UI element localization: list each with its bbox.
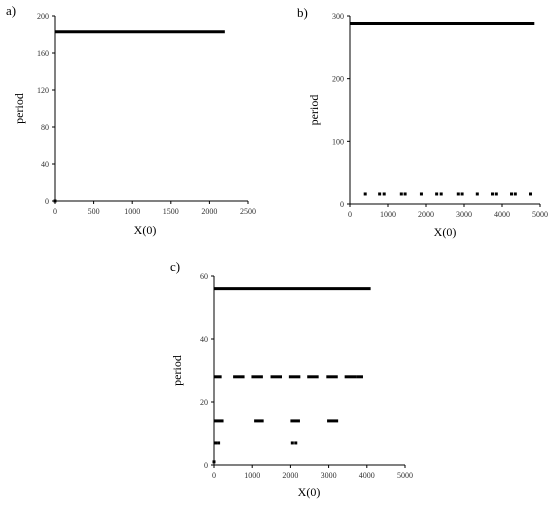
x-axis-title: X(0): [434, 225, 457, 239]
data-point: [439, 192, 443, 196]
x-tick-label: 1000: [380, 210, 396, 219]
data-point: [403, 192, 407, 196]
y-tick-label: 0: [204, 461, 208, 470]
x-tick-label: 3000: [321, 471, 337, 480]
data-point: [53, 199, 57, 203]
chart-panel-2: 0 1000 2000 3000 4000 5000 0 100 200 300 b) X(0) per…: [297, 5, 548, 239]
y-tick-label: 40: [200, 335, 208, 344]
panel-label: c): [170, 259, 180, 274]
x-tick-label: 5000: [397, 471, 413, 480]
x-tick-label: 0: [212, 471, 216, 480]
data-point: [382, 192, 386, 196]
y-axis-title: period: [307, 95, 321, 126]
data-point: [419, 192, 423, 196]
y-tick-label: 20: [200, 398, 208, 407]
data-point: [491, 192, 494, 196]
y-axis-title: period: [12, 93, 26, 124]
y-tick-label: 40: [41, 160, 49, 169]
x-tick-label: 2000: [201, 207, 217, 216]
data-point: [214, 441, 218, 445]
x-tick-label: 2500: [240, 207, 256, 216]
x-tick-label: 1500: [163, 207, 179, 216]
x-tick-label: 4000: [359, 471, 375, 480]
x-tick-label: 1000: [124, 207, 140, 216]
data-point: [513, 192, 517, 196]
panel-label: b): [297, 5, 308, 20]
y-axis-title: period: [170, 355, 184, 386]
x-tick-label: 500: [88, 207, 100, 216]
data-point: [529, 192, 532, 196]
y-tick-label: 200: [332, 75, 344, 84]
chart-panel-1: 0 500 1000 1500 2000 2500 0 40 80 120 160 200 a) X(0)…: [6, 3, 256, 237]
x-tick-label: 1000: [244, 471, 260, 480]
data-point: [363, 192, 367, 196]
x-tick-label: 5000: [532, 210, 548, 219]
x-axis-title: X(0): [134, 223, 157, 237]
data-point: [378, 192, 382, 196]
y-tick-label: 60: [200, 272, 208, 281]
y-tick-label: 200: [37, 12, 49, 21]
x-axis-title: X(0): [298, 485, 321, 499]
x-tick-label: 3000: [456, 210, 472, 219]
data-point: [217, 441, 221, 445]
x-tick-label: 2000: [418, 210, 434, 219]
data-point: [435, 192, 439, 196]
y-tick-label: 0: [45, 197, 49, 206]
data-point: [475, 192, 479, 196]
y-tick-label: 100: [332, 137, 344, 146]
data-point: [294, 441, 298, 445]
data-point: [510, 192, 513, 196]
data-point: [212, 460, 216, 464]
panel-label: a): [6, 3, 16, 18]
x-tick-label: 2000: [282, 471, 298, 480]
data-point: [399, 192, 403, 196]
chart-panel-3: 0 1000 2000 3000 4000 5000 0 20 40 60 c) X(0) period: [170, 259, 413, 499]
data-point: [456, 192, 460, 196]
y-tick-label: 120: [37, 86, 49, 95]
data-point: [290, 441, 294, 445]
y-tick-label: 0: [340, 200, 344, 209]
y-tick-label: 80: [41, 123, 49, 132]
y-tick-label: 300: [332, 12, 344, 21]
x-tick-label: 4000: [494, 210, 510, 219]
x-tick-label: 0: [348, 210, 352, 219]
x-tick-label: 0: [53, 207, 57, 216]
data-point: [460, 192, 464, 196]
data-point: [494, 192, 498, 196]
y-tick-label: 160: [37, 49, 49, 58]
